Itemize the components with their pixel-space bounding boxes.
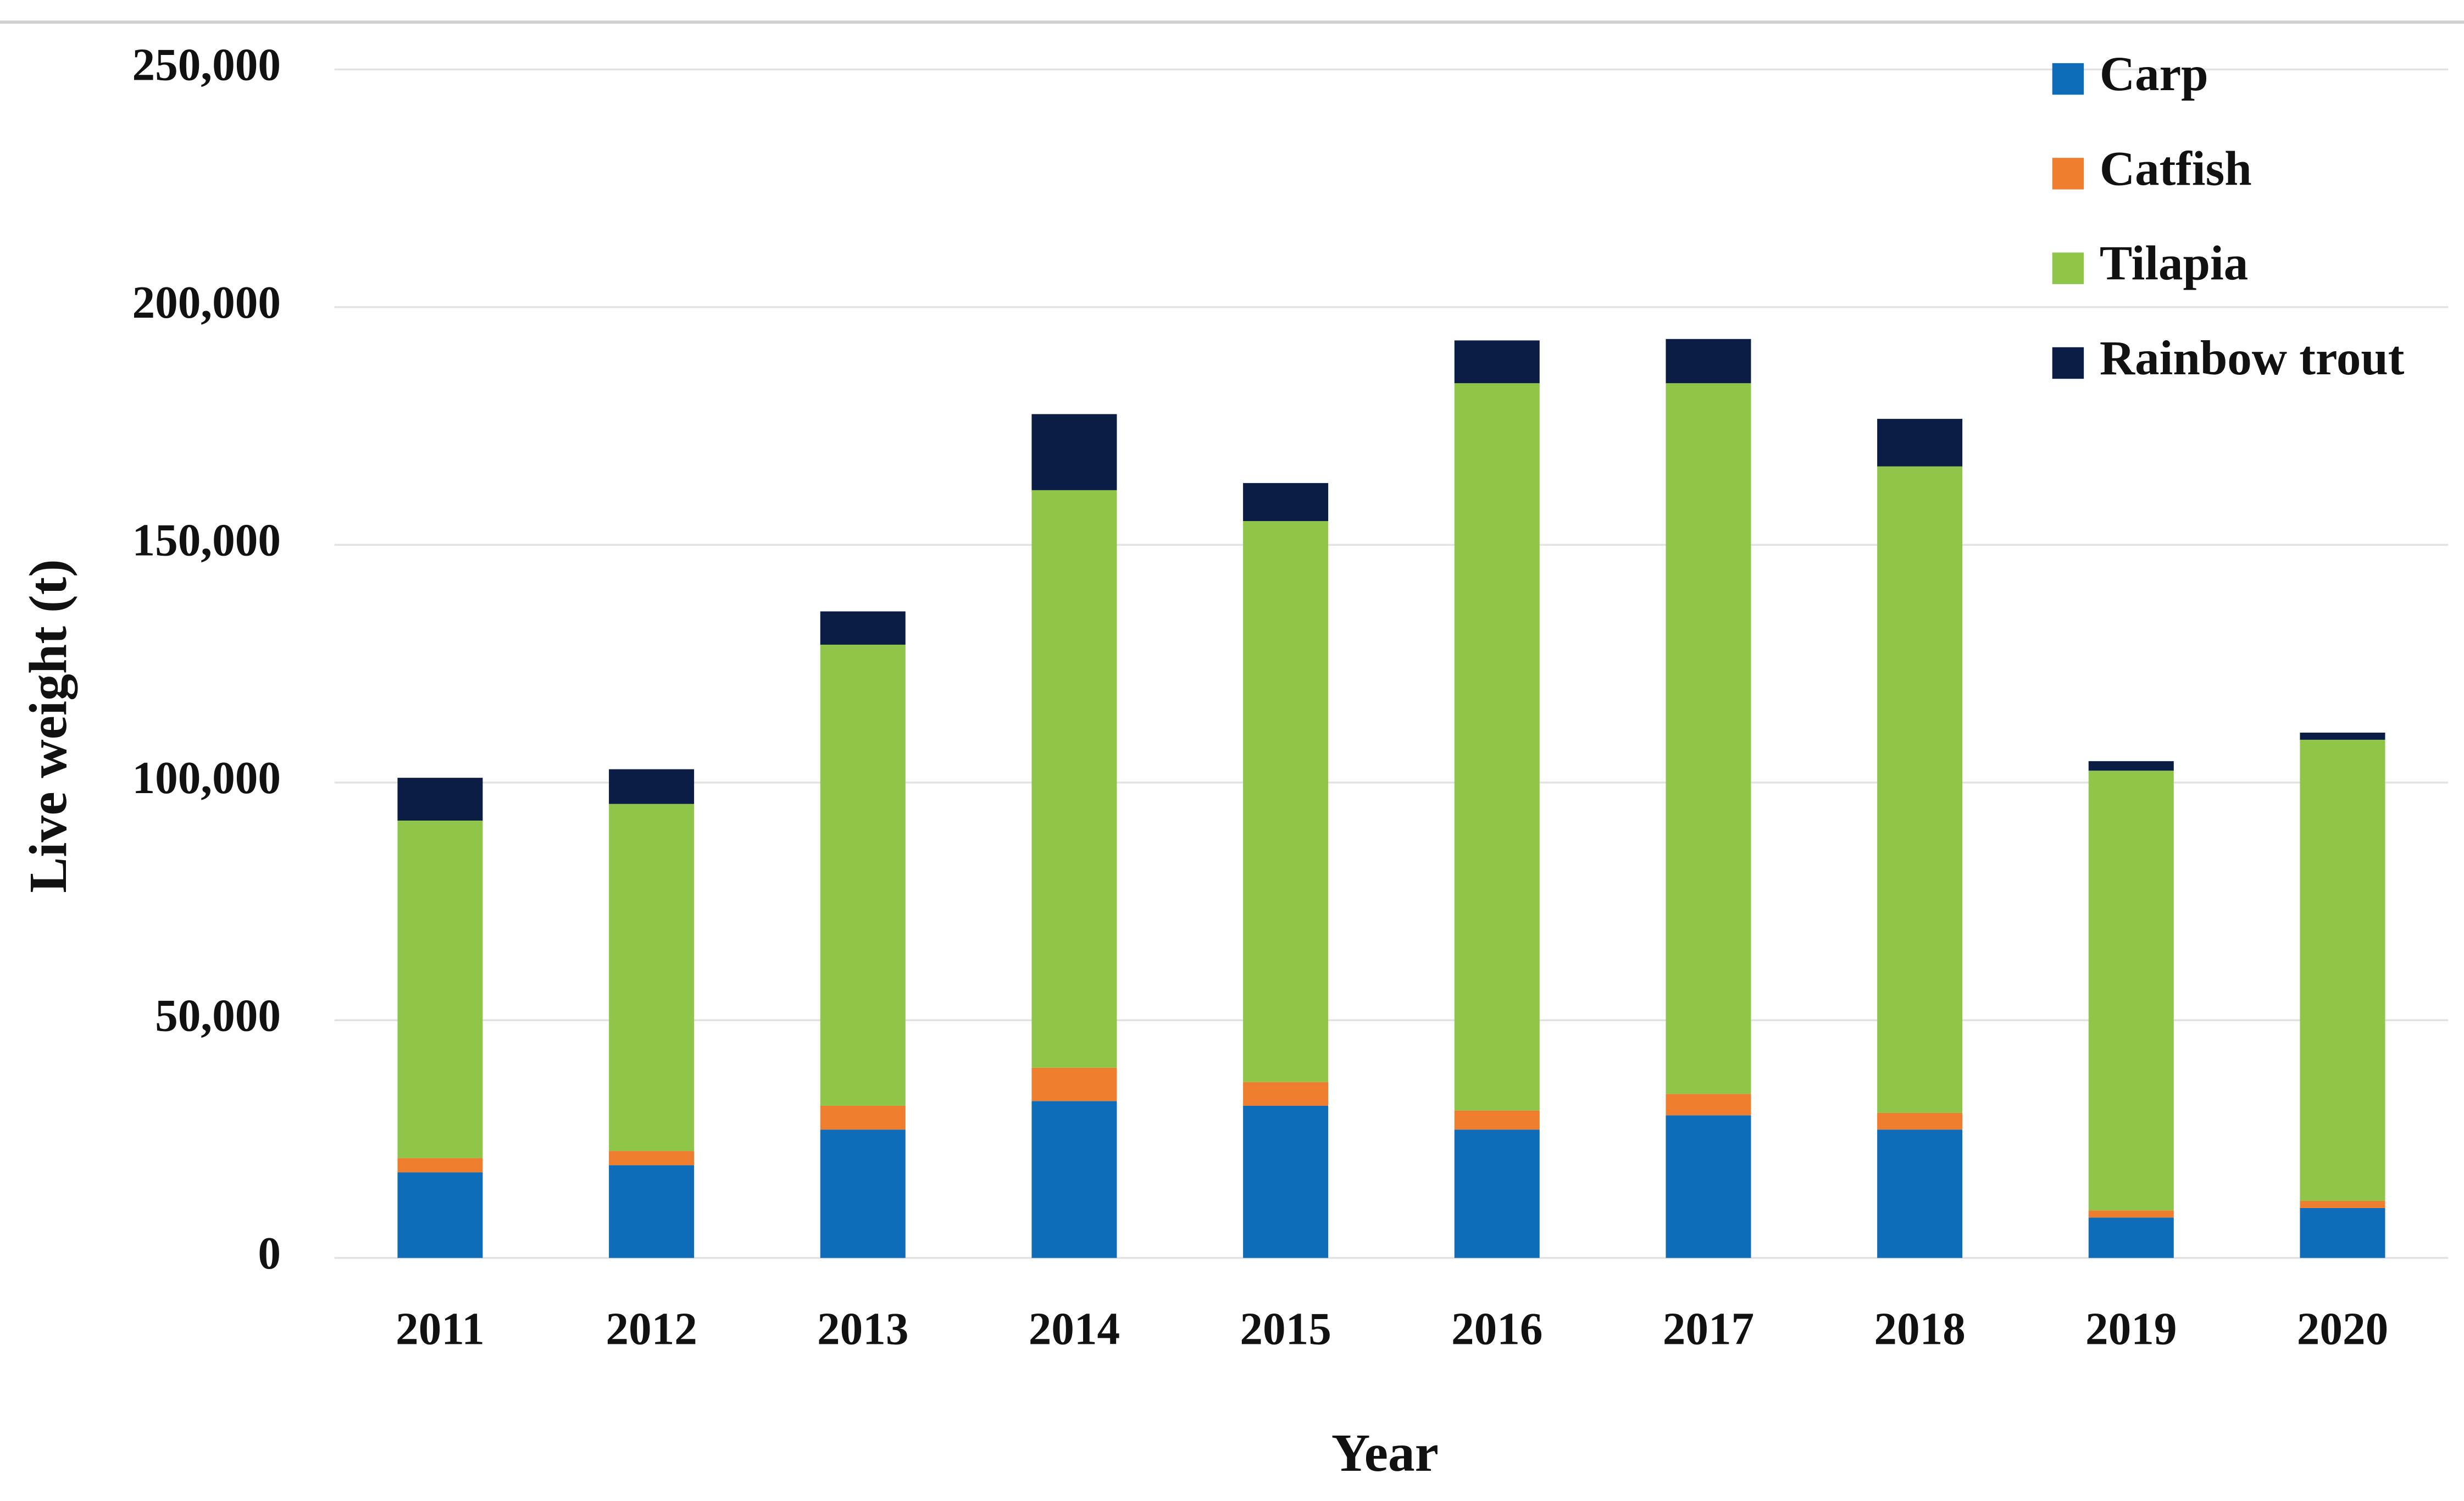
bar-segment [2300, 739, 2385, 1201]
bar-segment [397, 820, 483, 1159]
y-tick-label: 250,000 [132, 40, 281, 90]
bar-segment [397, 1158, 483, 1173]
x-tick-label: 2012 [606, 1304, 697, 1355]
x-tick-label: 2017 [1663, 1304, 1754, 1355]
y-axis-title: Live weight (t) [19, 559, 78, 893]
bar-segment [397, 778, 483, 821]
bar-segment [820, 1129, 906, 1258]
bar-segment [1454, 1110, 1540, 1130]
bar-segment [820, 611, 906, 645]
legend-swatch [2052, 63, 2084, 95]
bar-segment [2088, 1210, 2174, 1218]
bar-segment [1666, 339, 1751, 384]
x-tick-label: 2019 [2085, 1304, 2177, 1355]
x-tick-label: 2016 [1451, 1304, 1542, 1355]
x-tick-label: 2020 [2297, 1304, 2388, 1355]
y-tick-label: 200,000 [132, 278, 281, 328]
bar-segment [1666, 383, 1751, 1094]
bar-segment [1877, 419, 1963, 467]
bar-segment [1877, 1129, 1963, 1258]
bar-segment [1666, 1115, 1751, 1258]
x-tick-label: 2018 [1874, 1304, 1965, 1355]
bar-segment [2300, 1200, 2385, 1208]
bar-segment [1243, 1082, 1329, 1106]
legend-label: Carp [2100, 47, 2208, 101]
bar-segment [2088, 771, 2174, 1211]
bar-segment [1454, 340, 1540, 384]
bar-segment [2088, 761, 2174, 771]
bar-segment [1454, 383, 1540, 1111]
bar-segment [1243, 483, 1329, 522]
bar-segment [1031, 414, 1117, 490]
bar-segment [609, 1151, 695, 1166]
bar-segment [1031, 1067, 1117, 1101]
bar-segment [1243, 521, 1329, 1082]
x-axis-title: Year [1331, 1424, 1439, 1483]
legend-label: Rainbow trout [2100, 331, 2405, 385]
y-tick-label: 0 [258, 1228, 281, 1279]
bar-segment [1877, 466, 1963, 1113]
legend-swatch [2052, 252, 2084, 284]
bar-segment [609, 804, 695, 1151]
x-tick-label: 2015 [1240, 1304, 1331, 1355]
legend-label: Tilapia [2100, 237, 2248, 291]
bar-segment [1666, 1094, 1751, 1116]
bar-segment [609, 1165, 695, 1258]
bar-segment [2300, 1208, 2385, 1258]
x-tick-label: 2014 [1029, 1304, 1120, 1355]
x-tick-label: 2011 [396, 1304, 485, 1355]
bar-segment [1031, 490, 1117, 1068]
y-tick-label: 150,000 [132, 515, 281, 566]
legend-swatch [2052, 158, 2084, 190]
legend-swatch [2052, 347, 2084, 379]
bar-segment [820, 1105, 906, 1130]
bar-segment [609, 769, 695, 804]
bar-segment [1031, 1101, 1117, 1258]
legend-label: Catfish [2100, 142, 2252, 196]
bar-segment [2300, 732, 2385, 740]
y-tick-label: 50,000 [155, 990, 281, 1041]
x-tick-label: 2013 [817, 1304, 908, 1355]
bar-segment [820, 644, 906, 1106]
bar-segment [1877, 1112, 1963, 1130]
bar-segment [1243, 1105, 1329, 1258]
bar-segment [1454, 1129, 1540, 1258]
bar-segment [2088, 1217, 2174, 1258]
y-tick-label: 100,000 [132, 753, 281, 804]
bar-segment [397, 1172, 483, 1258]
